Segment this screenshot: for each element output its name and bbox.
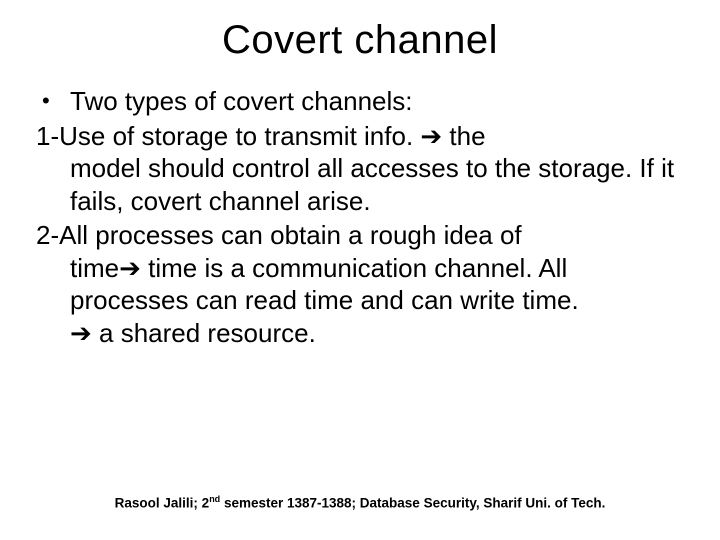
numbered-item-2: 2-All processes can obtain a rough idea … bbox=[36, 219, 690, 349]
item2-cont2: ➔ a shared resource. bbox=[36, 317, 690, 350]
slide-title: Covert channel bbox=[30, 18, 690, 63]
item2-cont1-after: time is a communication channel. All pro… bbox=[70, 253, 579, 316]
item2-prefix: 2- bbox=[36, 220, 59, 250]
footer-before: Rasool Jalili; 2 bbox=[115, 495, 210, 510]
arrow-icon: ➔ bbox=[420, 121, 442, 151]
numbered-item-1: 1-Use of storage to transmit info. ➔ the… bbox=[36, 120, 690, 218]
item2-cont2-text: a shared resource. bbox=[92, 318, 316, 348]
bullet-marker: • bbox=[36, 85, 70, 117]
bullet-text: Two types of covert channels: bbox=[70, 85, 690, 118]
footer-sup: nd bbox=[209, 494, 220, 504]
slide-footer: Rasool Jalili; 2nd semester 1387-1388; D… bbox=[0, 494, 720, 511]
item1-line1-before: Use of storage to transmit info. bbox=[59, 121, 420, 151]
arrow-icon: ➔ bbox=[119, 253, 141, 283]
arrow-icon: ➔ bbox=[70, 318, 92, 348]
item1-continuation: model should control all accesses to the… bbox=[36, 152, 690, 217]
item2-cont1-before: time bbox=[70, 253, 119, 283]
item1-prefix: 1- bbox=[36, 121, 59, 151]
item2-line1: All processes can obtain a rough idea of bbox=[59, 220, 522, 250]
footer-after: semester 1387-1388; Database Security, S… bbox=[220, 495, 605, 510]
item2-cont1: time➔ time is a communication channel. A… bbox=[36, 252, 690, 317]
slide: Covert channel • Two types of covert cha… bbox=[0, 0, 720, 540]
slide-body: • Two types of covert channels: 1-Use of… bbox=[30, 85, 690, 349]
bullet-item: • Two types of covert channels: bbox=[36, 85, 690, 118]
item1-line1-after: the bbox=[442, 121, 485, 151]
